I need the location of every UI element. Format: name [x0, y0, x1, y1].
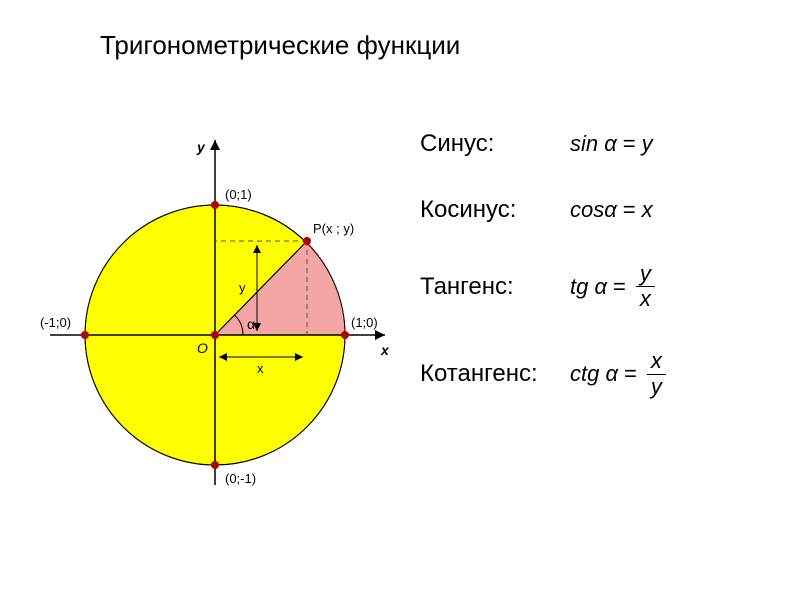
cot-fraction: x y	[647, 349, 666, 398]
svg-text:P(x ; y): P(x ; y)	[313, 221, 354, 236]
row-cot: Котангенс: ctg α = x y	[420, 349, 780, 398]
label-sin: Синус:	[420, 130, 570, 158]
svg-text:y: y	[239, 280, 246, 295]
cos-rhs: x	[642, 197, 653, 223]
cot-num: x	[647, 349, 666, 373]
equals-icon: =	[624, 361, 637, 387]
diagram-svg: Ox y P(x ; y) (1;0) (-1;0) (0;1) (0;-1) α x y	[30, 120, 400, 490]
svg-text:x: x	[257, 361, 264, 376]
row-sin: Синус: sin α = y	[420, 130, 780, 158]
tan-den: x	[636, 287, 655, 311]
equals-icon: =	[623, 197, 636, 223]
formula-list: Синус: sin α = y Косинус: cosα = x Танге…	[420, 130, 780, 437]
label-tan: Тангенс:	[420, 273, 570, 301]
tan-num: y	[636, 262, 655, 286]
sin-lhs: sin α	[570, 131, 617, 157]
sin-rhs: y	[642, 131, 653, 157]
label-cot: Котангенс:	[420, 360, 570, 388]
svg-text:(0;1): (0;1)	[225, 187, 252, 202]
svg-text:(1;0): (1;0)	[351, 315, 378, 330]
row-tan: Тангенс: tg α = y x	[420, 262, 780, 311]
formula-tan: tg α = y x	[570, 262, 655, 311]
cos-lhs: cosα	[570, 197, 617, 223]
formula-cot: ctg α = x y	[570, 349, 666, 398]
cot-lhs: ctg α	[570, 361, 618, 387]
page: Тригонометрические функции OxyP(x ; y)(1…	[0, 0, 800, 600]
equals-icon: =	[623, 131, 636, 157]
svg-text:α: α	[247, 316, 255, 332]
svg-text:(0;-1): (0;-1)	[225, 471, 256, 486]
svg-text:y: y	[196, 139, 206, 155]
row-cos: Косинус: cosα = x	[420, 196, 780, 224]
label-cos: Косинус:	[420, 196, 570, 224]
tan-fraction: y x	[636, 262, 655, 311]
formula-cos: cosα = x	[570, 197, 653, 223]
equals-icon: =	[613, 274, 626, 300]
svg-text:O: O	[197, 340, 208, 356]
unit-circle-diagram: Ox y P(x ; y) (1;0) (-1;0) (0;1) (0;-1) α x y	[30, 120, 400, 490]
tan-lhs: tg α	[570, 274, 607, 300]
page-title: Тригонометрические функции	[100, 30, 460, 61]
svg-text:(-1;0): (-1;0)	[40, 315, 71, 330]
svg-text:x: x	[380, 342, 390, 358]
cot-den: y	[647, 375, 666, 399]
formula-sin: sin α = y	[570, 131, 653, 157]
